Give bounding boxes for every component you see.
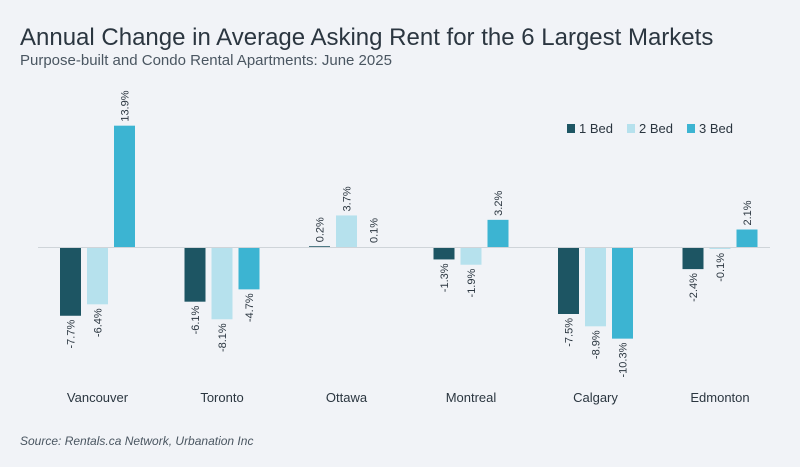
label-toronto-2bed: -8.1% [217,323,229,352]
bar-calgary-1bed [558,248,579,314]
data-labels: -7.7% -6.4% 13.9% -6.1% -8.1% -4.7% 0.2% 3.7% 0.… [66,90,755,377]
category-label-toronto: Toronto [200,390,243,405]
label-ottawa-1bed: 0.2% [315,217,327,242]
bar-edmonton-1bed [682,248,704,270]
bar-edmonton-3bed [736,229,758,248]
bar-montreal-1bed [433,248,455,260]
category-label-montreal: Montreal [446,390,497,405]
label-toronto-1bed: -6.1% [190,305,202,334]
label-edmonton-2bed: -0.1% [715,253,727,282]
legend-swatch-2bed [627,124,635,133]
label-vancouver-1bed: -7.7% [66,320,78,349]
bar-montreal-2bed [460,248,482,265]
bar-toronto-3bed [238,248,260,290]
bar-vancouver-3bed [114,125,135,248]
category-label-calgary: Calgary [573,390,618,405]
label-ottawa-3bed: 0.1% [369,218,381,243]
category-labels: Vancouver Toronto Ottawa Montreal Calgary Edm… [67,390,750,405]
bar-calgary-2bed [585,248,606,327]
bar-toronto-2bed [211,248,233,320]
label-montreal-2bed: -1.9% [466,269,478,298]
legend-swatch-1bed [567,124,575,133]
label-montreal-1bed: -1.3% [439,263,451,292]
legend-swatch-3bed [687,124,695,133]
bars [60,125,758,339]
legend-label-1bed: 1 Bed [579,121,613,136]
legend-label-3bed: 3 Bed [699,121,733,136]
category-label-ottawa: Ottawa [326,390,368,405]
source-note: Source: Rentals.ca Network, Urbanation I… [20,434,254,448]
label-ottawa-2bed: 3.7% [342,186,354,211]
label-toronto-3bed: -4.7% [244,293,256,322]
bar-toronto-1bed [184,248,206,302]
bar-montreal-3bed [487,219,509,248]
label-calgary-3bed: -10.3% [618,342,630,377]
bar-vancouver-2bed [87,248,108,305]
label-montreal-3bed: 3.2% [493,191,505,216]
label-calgary-2bed: -8.9% [591,330,603,359]
label-calgary-1bed: -7.5% [564,318,576,347]
category-label-edmonton: Edmonton [690,390,749,405]
label-edmonton-1bed: -2.4% [688,273,700,302]
bar-edmonton-2bed [709,248,731,249]
legend: 1 Bed 2 Bed 3 Bed [567,121,733,136]
label-edmonton-3bed: 2.1% [742,200,754,225]
bar-vancouver-1bed [60,248,81,316]
chart-title: Annual Change in Average Asking Rent for… [20,24,714,51]
bar-calgary-3bed [612,248,633,339]
chart-subtitle: Purpose-built and Condo Rental Apartment… [20,52,392,69]
category-label-vancouver: Vancouver [67,390,129,405]
legend-label-2bed: 2 Bed [639,121,673,136]
label-vancouver-2bed: -6.4% [93,308,105,337]
bar-ottawa-2bed [336,215,357,248]
label-vancouver-3bed: 13.9% [120,90,132,121]
